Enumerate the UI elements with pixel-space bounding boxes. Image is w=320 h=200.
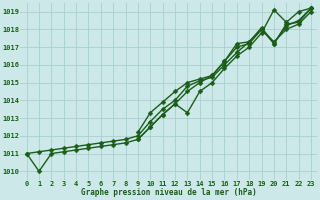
X-axis label: Graphe pression niveau de la mer (hPa): Graphe pression niveau de la mer (hPa) bbox=[81, 188, 257, 197]
